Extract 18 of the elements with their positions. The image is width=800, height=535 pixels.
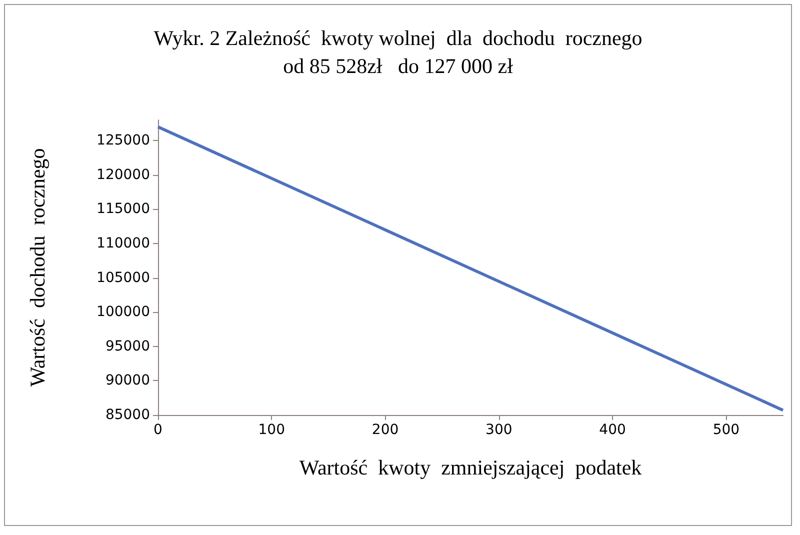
x-tick-label: 100 xyxy=(258,422,286,438)
y-tick-label: 85000 xyxy=(105,407,150,423)
x-tick-label: 200 xyxy=(372,422,399,438)
x-axis-title: Wartość kwoty zmniejszającej podatek xyxy=(299,456,642,480)
x-tick-label: 500 xyxy=(712,422,740,438)
y-tick-label: 100000 xyxy=(96,304,150,320)
y-tick-label: 125000 xyxy=(96,132,150,149)
y-tick-label: 90000 xyxy=(105,372,150,389)
y-tick-label: 110000 xyxy=(96,235,150,252)
y-tick-label: 105000 xyxy=(96,270,150,286)
chart-title: Wykr. 2 Zależność kwoty wolnej dla dochodu rocznego od 85 528zł do 127 000 zł xyxy=(154,26,642,78)
y-tick-label: 120000 xyxy=(96,166,150,183)
y-axis-title: Wartość dochodu rocznego xyxy=(26,148,50,387)
x-tick-label: 0 xyxy=(154,422,162,438)
y-tick-label: 95000 xyxy=(105,338,150,354)
x-tick-label: 300 xyxy=(486,422,512,438)
y-tick-label: 115000 xyxy=(96,201,150,218)
x-tick-label: 400 xyxy=(599,422,626,438)
